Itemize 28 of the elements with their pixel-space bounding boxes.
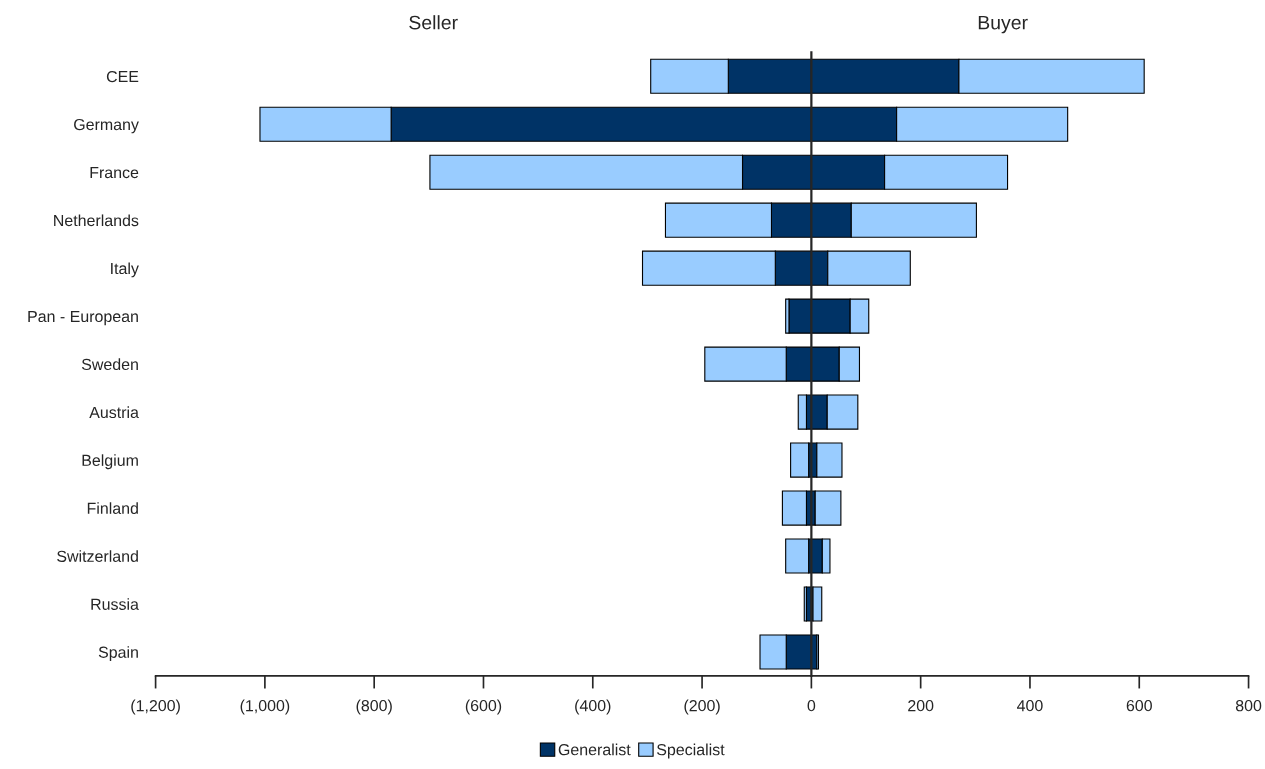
x-tick-label: 800 — [1235, 699, 1262, 712]
y-tick-label: Netherlands — [54, 214, 139, 227]
y-tick-label: Spain — [98, 646, 138, 662]
y-tick-label: Germany — [74, 118, 139, 134]
x-tick-label: (400) — [575, 699, 611, 715]
x-tick-label: (1,200) — [131, 699, 180, 715]
y-tick-label: Russia — [91, 598, 139, 610]
y-tick-label: Pan - European — [28, 310, 138, 326]
x-tick-label: (200) — [684, 699, 720, 715]
y-tick-label: Sweden — [81, 358, 138, 371]
y-tick-label: France — [90, 167, 139, 179]
y-tick-label: Belgium — [82, 454, 138, 470]
y-tick-label: Austria — [89, 406, 139, 419]
x-tick-label: 400 — [1017, 699, 1043, 712]
y-tick-label: CEE — [106, 70, 139, 83]
x-tick-label: 200 — [908, 699, 934, 712]
x-tick-label: 600 — [1126, 699, 1152, 712]
x-tick-label: (600) — [465, 699, 502, 715]
x-tick-label: (1,000) — [240, 699, 290, 715]
legend-label: Specialist — [657, 743, 725, 759]
x-tick-label: (800) — [356, 699, 392, 715]
y-tick-label: Switzerland — [57, 550, 138, 562]
legend-label: Generalist — [558, 743, 631, 756]
x-tick-label: 0 — [807, 699, 816, 712]
y-tick-label: Italy — [111, 262, 139, 278]
y-tick-label: Finland — [87, 502, 138, 514]
text: Buyer — [978, 15, 1028, 34]
text: Seller — [409, 15, 458, 30]
